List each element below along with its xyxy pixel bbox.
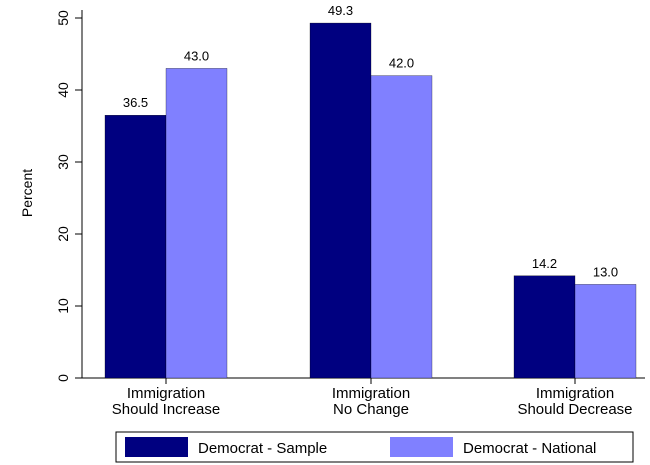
y-tick-label: 20 — [55, 226, 71, 242]
data-label: 13.0 — [593, 264, 618, 279]
legend-label: Democrat - National — [463, 440, 596, 457]
data-label: 42.0 — [389, 56, 414, 71]
bar-national-2 — [574, 284, 637, 379]
category-label: Should Increase — [112, 401, 220, 418]
bar-sample-2 — [513, 275, 576, 379]
bar-national-0 — [165, 68, 228, 379]
data-label: 49.3 — [328, 3, 353, 18]
data-label: 36.5 — [123, 95, 148, 110]
bar-national-1 — [370, 75, 433, 379]
category-label: Should Decrease — [517, 401, 632, 418]
category-label: Immigration — [127, 385, 205, 402]
data-labels: 36.5 43.0 49.3 42.0 14.2 13.0 — [123, 3, 618, 279]
y-tick-label: 30 — [55, 154, 71, 170]
category-label: Immigration — [536, 385, 614, 402]
y-tick-label: 10 — [55, 298, 71, 314]
y-axis-title: Percent — [19, 169, 35, 217]
data-label: 43.0 — [184, 48, 209, 63]
category-label: No Change — [333, 401, 409, 418]
legend-swatch — [125, 437, 188, 457]
legend: Democrat - Sample Democrat - National — [115, 431, 634, 463]
legend-label: Democrat - Sample — [198, 440, 327, 457]
y-tick-label: 40 — [55, 82, 71, 98]
data-label: 14.2 — [532, 256, 557, 271]
bar-sample-0 — [104, 115, 167, 379]
bar-sample-1 — [309, 22, 372, 379]
legend-box — [115, 431, 634, 463]
bar-series — [104, 22, 637, 379]
y-tick-label: 50 — [55, 10, 71, 26]
category-label: Immigration — [332, 385, 410, 402]
y-tick-label: 0 — [55, 374, 71, 382]
y-axis-ticks: 0 10 20 30 40 50 — [55, 10, 82, 382]
legend-swatch — [390, 437, 453, 457]
